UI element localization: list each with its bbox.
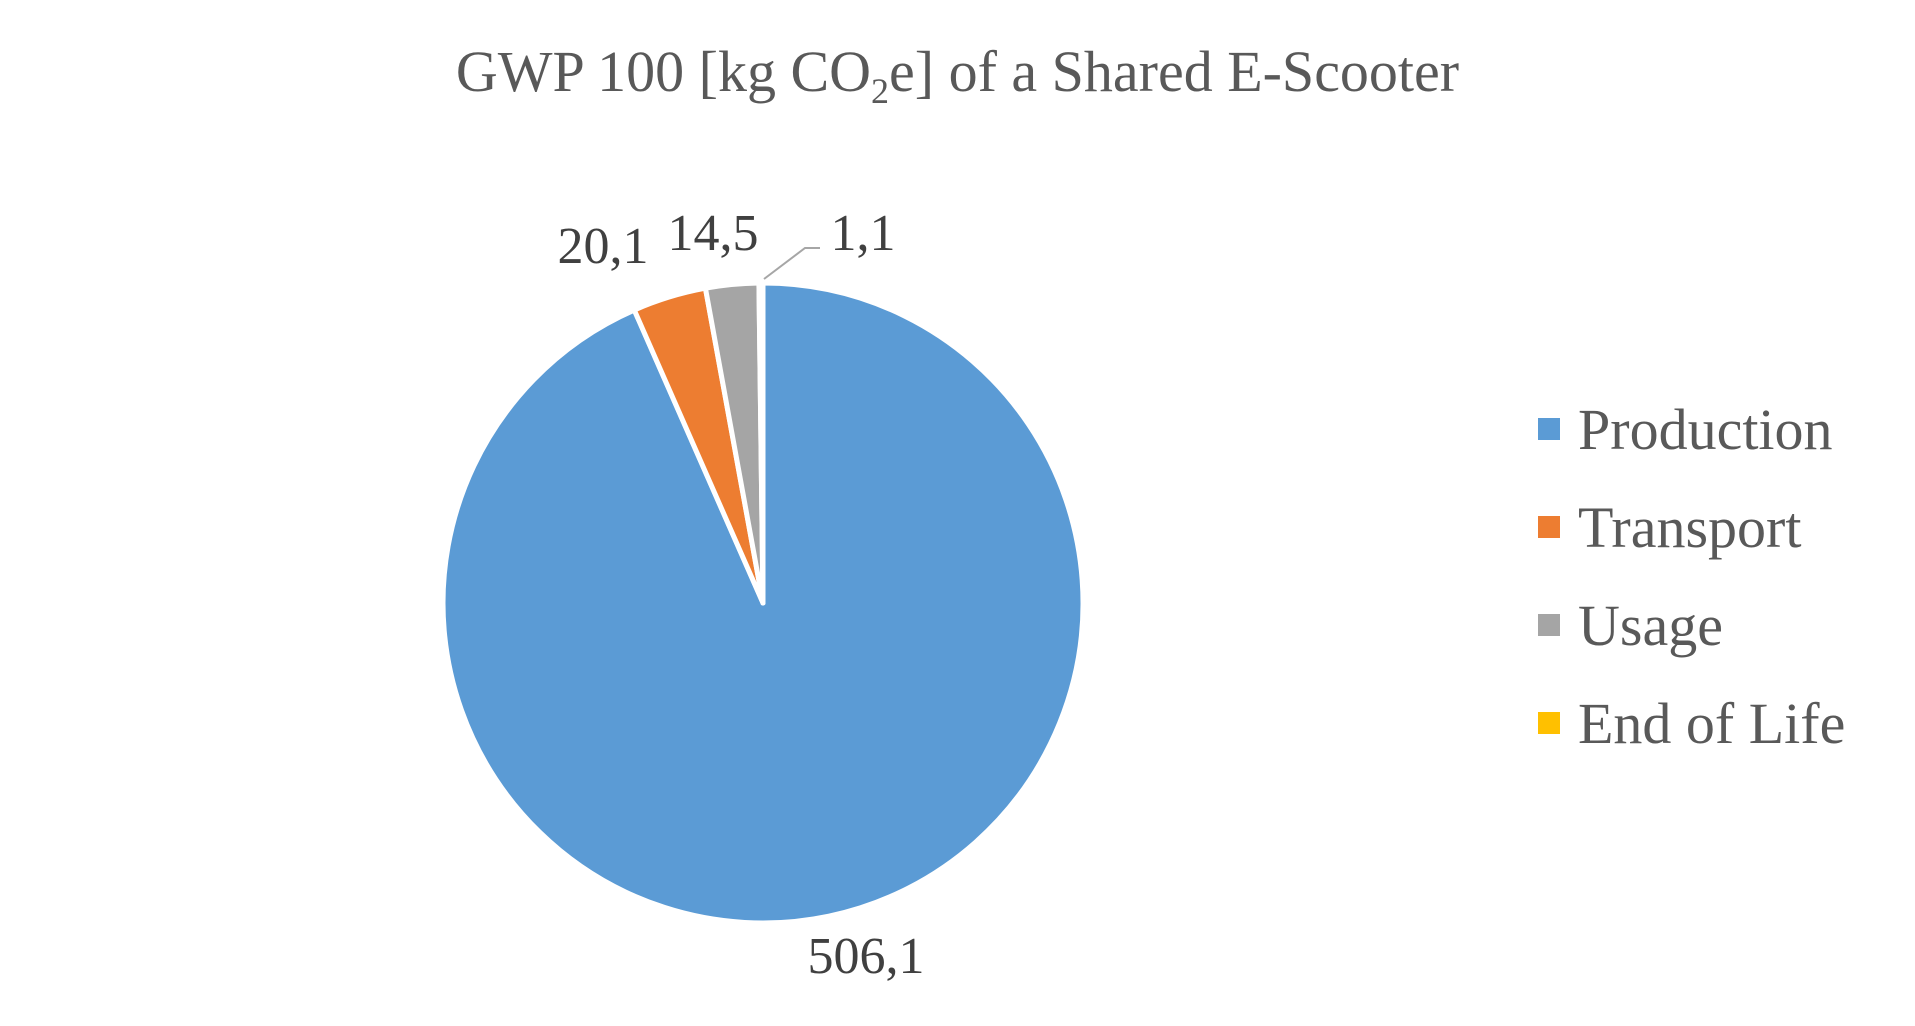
legend-item-usage: Usage — [1538, 576, 1845, 674]
data-labels: 506,1 20,1 14,5 1,1 — [558, 205, 925, 985]
pie-slice-end-of-life — [756, 280, 766, 606]
chart-title-suffix: e] of a Shared E-Scooter — [889, 39, 1460, 104]
legend-label-production: Production — [1578, 396, 1833, 462]
data-label-usage: 14,5 — [668, 205, 759, 262]
pie-slices — [440, 280, 1086, 926]
pie-slice-production — [440, 280, 1086, 926]
data-label-end-of-life: 1,1 — [831, 205, 896, 262]
chart-title-subscript: 2 — [871, 71, 890, 111]
legend-label-transport: Transport — [1578, 494, 1802, 560]
legend-item-production: Production — [1538, 380, 1845, 478]
legend-swatch-usage — [1538, 614, 1560, 636]
legend-swatch-production — [1538, 418, 1560, 440]
leader-lines — [763, 247, 820, 280]
legend-item-end-of-life: End of Life — [1538, 674, 1845, 772]
legend-label-usage: Usage — [1578, 592, 1723, 658]
legend-swatch-end-of-life — [1538, 712, 1560, 734]
chart-title: GWP 100 [kg CO2e] of a Shared E-Scooter — [0, 38, 1915, 109]
legend-label-end-of-life: End of Life — [1578, 690, 1846, 756]
legend: Production Transport Usage End of Life — [1538, 380, 1845, 772]
chart-title-main: GWP 100 [kg CO — [455, 39, 872, 104]
legend-swatch-transport — [1538, 516, 1560, 538]
data-label-production: 506,1 — [808, 928, 925, 985]
legend-item-transport: Transport — [1538, 478, 1845, 576]
leader-line-end-of-life — [763, 247, 820, 280]
data-label-transport: 20,1 — [558, 218, 649, 275]
